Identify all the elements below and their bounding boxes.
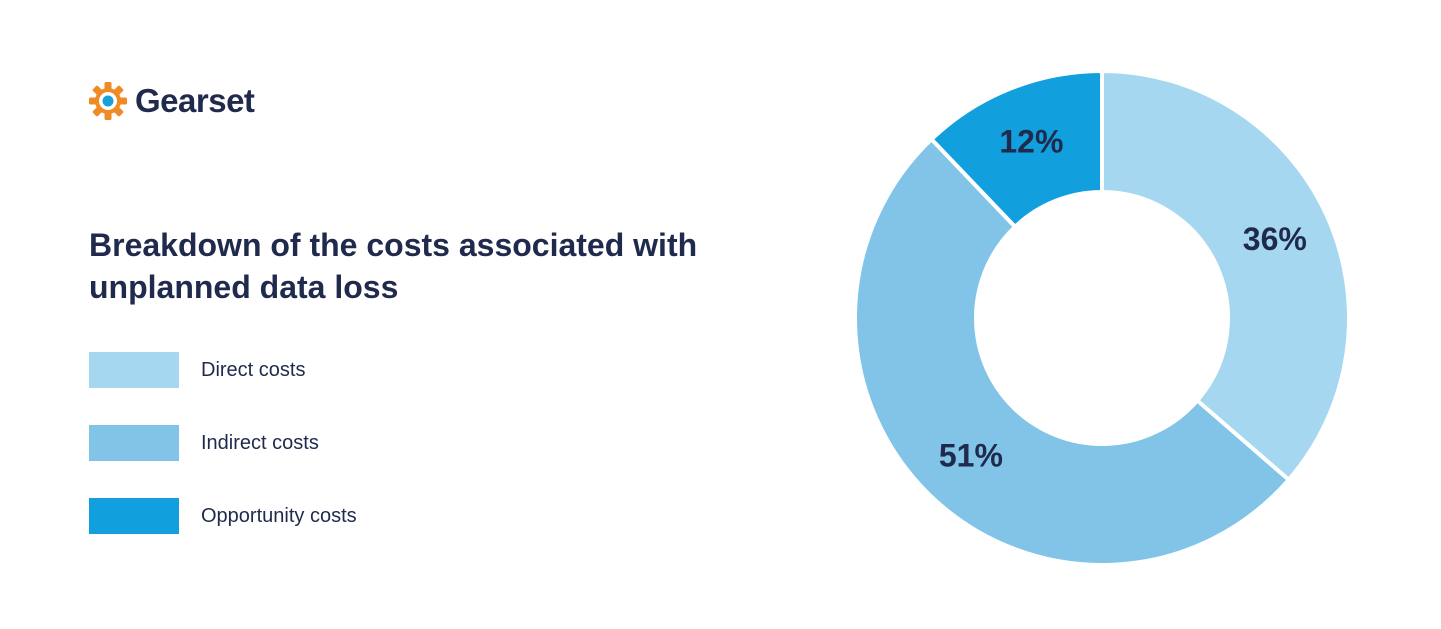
donut-slices	[853, 68, 1351, 567]
legend-swatch-direct-costs	[89, 352, 179, 388]
chart-legend: Direct costs Indirect costs Opportunity …	[89, 352, 357, 571]
slice-label-direct-costs: 36%	[1243, 221, 1307, 257]
donut-slice-labels: 36% 51% 12%	[939, 124, 1307, 474]
chart-title: Breakdown of the costs associated with u…	[89, 227, 698, 305]
legend-label-opportunity-costs: Opportunity costs	[201, 504, 357, 527]
gear-tooth	[104, 82, 112, 90]
legend-item-indirect-costs: Indirect costs	[89, 425, 357, 461]
legend-label-direct-costs: Direct costs	[201, 358, 306, 381]
gear-tooth	[104, 112, 112, 120]
gear-icon	[89, 82, 127, 120]
legend-swatch-indirect-costs	[89, 425, 179, 461]
legend-item-direct-costs: Direct costs	[89, 352, 357, 388]
legend-item-opportunity-costs: Opportunity costs	[89, 498, 357, 534]
gear-tooth	[119, 97, 127, 105]
slice-label-opportunity-costs: 12%	[999, 124, 1063, 160]
legend-swatch-opportunity-costs	[89, 498, 179, 534]
brand-name: Gearset	[135, 82, 255, 119]
donut-slice-indirect-costs	[853, 136, 1292, 567]
brand-logo: Gearset	[87, 80, 255, 122]
gear-tooth	[89, 97, 97, 105]
legend-label-indirect-costs: Indirect costs	[201, 431, 319, 454]
slice-label-indirect-costs: 51%	[939, 438, 1003, 474]
donut-slice-opportunity-costs	[928, 68, 1104, 230]
donut-slice-direct-costs	[1100, 68, 1351, 483]
